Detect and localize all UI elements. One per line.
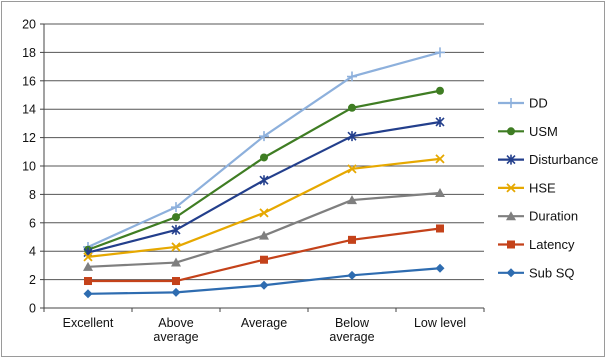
y-tick-label: 4 xyxy=(29,245,36,259)
legend-marker-disturbance xyxy=(506,154,516,165)
legend-marker-usm xyxy=(507,127,515,136)
data-point-disturbance xyxy=(435,116,445,127)
data-point-latency xyxy=(84,277,92,286)
y-tick-label: 2 xyxy=(29,273,36,287)
data-point-latency xyxy=(436,224,444,233)
data-point-disturbance xyxy=(259,175,269,186)
x-tick-label: Excellent xyxy=(63,316,114,330)
data-point-duration xyxy=(347,195,357,205)
data-point-disturbance xyxy=(347,131,357,142)
y-tick-label: 20 xyxy=(22,18,36,32)
y-tick-label: 18 xyxy=(22,46,36,60)
x-tick-label: Average xyxy=(241,316,287,330)
data-point-dd xyxy=(435,47,445,58)
legend-marker-sub-sq xyxy=(506,268,516,278)
data-point-dd xyxy=(171,202,181,213)
data-point-sub-sq xyxy=(171,287,181,297)
legend-marker-hse xyxy=(506,183,516,193)
data-point-duration xyxy=(435,187,445,197)
legend-marker-dd xyxy=(506,98,516,108)
data-point-usm xyxy=(260,153,268,162)
data-point-hse xyxy=(259,208,269,218)
data-point-sub-sq xyxy=(83,289,93,299)
y-tick-label: 8 xyxy=(29,188,36,202)
legend-marker-latency xyxy=(507,240,515,249)
series-line-usm xyxy=(87,89,441,251)
x-tick-label: Low level xyxy=(414,316,466,330)
data-point-hse xyxy=(347,164,357,174)
x-tick-label: Below average xyxy=(329,316,374,344)
legend-label-sub-sq: Sub SQ xyxy=(529,265,575,280)
data-point-latency xyxy=(348,235,356,244)
x-tick-label: Above average xyxy=(153,316,198,344)
data-point-disturbance xyxy=(171,224,181,235)
data-point-dd xyxy=(259,131,269,142)
data-point-dd xyxy=(347,71,357,82)
data-point-sub-sq xyxy=(347,270,357,280)
legend-label-dd: DD xyxy=(529,96,548,111)
data-point-latency xyxy=(172,277,180,286)
series-line-dd xyxy=(87,51,441,248)
data-point-usm xyxy=(172,213,180,222)
data-point-latency xyxy=(260,255,268,264)
y-tick-label: 16 xyxy=(22,74,36,88)
data-point-hse xyxy=(171,242,181,252)
data-point-hse xyxy=(83,252,93,262)
legend-label-usm: USM xyxy=(529,124,558,139)
y-tick-label: 12 xyxy=(22,131,36,145)
data-point-duration xyxy=(83,261,93,271)
data-point-hse xyxy=(435,154,445,164)
legend-label-duration: Duration xyxy=(529,209,578,224)
y-tick-label: 0 xyxy=(29,302,36,316)
y-tick-label: 14 xyxy=(22,103,36,117)
y-tick-label: 10 xyxy=(22,160,36,174)
legend-label-hse: HSE xyxy=(529,180,556,195)
data-point-sub-sq xyxy=(435,263,445,273)
legend-label-disturbance: Disturbance xyxy=(529,152,598,167)
series-line-hse xyxy=(87,157,441,258)
data-point-duration xyxy=(259,230,269,240)
data-point-usm xyxy=(348,103,356,112)
legend-marker-duration xyxy=(506,211,516,221)
data-point-sub-sq xyxy=(259,280,269,290)
y-tick-label: 6 xyxy=(29,216,36,230)
legend-label-latency: Latency xyxy=(529,237,575,252)
data-point-usm xyxy=(436,86,444,95)
data-point-duration xyxy=(171,257,181,267)
